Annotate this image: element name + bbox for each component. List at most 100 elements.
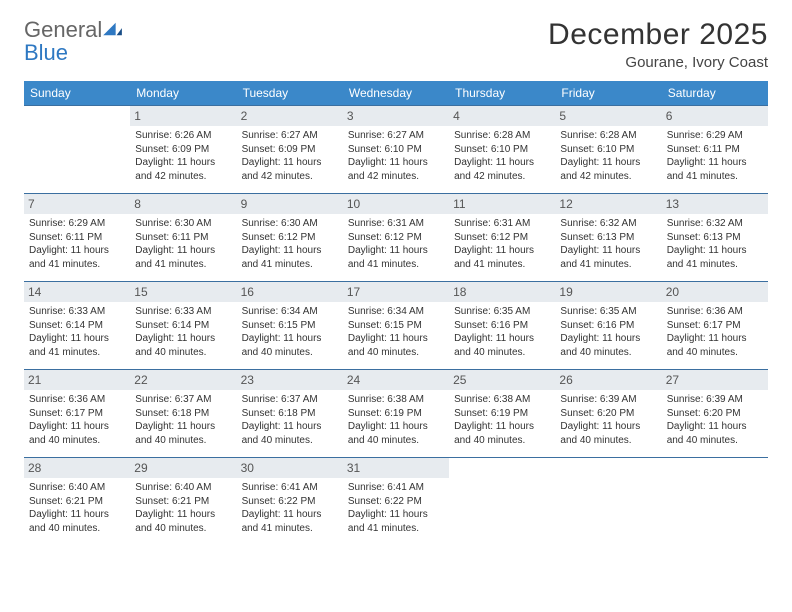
day-info: Sunrise: 6:39 AMSunset: 6:20 PMDaylight:… bbox=[666, 393, 764, 447]
day-info: Sunrise: 6:40 AMSunset: 6:21 PMDaylight:… bbox=[28, 481, 126, 535]
day-number: 20 bbox=[662, 282, 768, 302]
day-info: Sunrise: 6:30 AMSunset: 6:12 PMDaylight:… bbox=[241, 217, 339, 271]
day-cell: 31Sunrise: 6:41 AMSunset: 6:22 PMDayligh… bbox=[343, 458, 449, 546]
day-number: 5 bbox=[555, 106, 661, 126]
day-info: Sunrise: 6:33 AMSunset: 6:14 PMDaylight:… bbox=[134, 305, 232, 359]
day-number: 23 bbox=[237, 370, 343, 390]
day-number: 7 bbox=[24, 194, 130, 214]
day-header: Saturday bbox=[662, 81, 768, 106]
day-cell: 10Sunrise: 6:31 AMSunset: 6:12 PMDayligh… bbox=[343, 194, 449, 282]
day-info: Sunrise: 6:27 AMSunset: 6:09 PMDaylight:… bbox=[241, 129, 339, 183]
day-cell: 8 Sunrise: 6:30 AMSunset: 6:11 PMDaylight… bbox=[130, 194, 236, 282]
day-info: Sunrise: 6:28 AMSunset: 6:10 PMDaylight:… bbox=[453, 129, 551, 183]
title-block: December 2025 Gourane, Ivory Coast bbox=[548, 18, 768, 71]
day-cell: 22Sunrise: 6:37 AMSunset: 6:18 PMDayligh… bbox=[130, 370, 236, 458]
day-cell: 28 Sunrise: 6:40 AMSunset: 6:21 PMDayligh… bbox=[24, 458, 130, 546]
day-info: Sunrise: 6:41 AMSunset: 6:22 PMDaylight:… bbox=[347, 481, 445, 535]
day-number: 4 bbox=[449, 106, 555, 126]
day-info: Sunrise: 6:26 AMSunset: 6:09 PMDaylight:… bbox=[134, 129, 232, 183]
day-number: 17 bbox=[343, 282, 449, 302]
day-number: 21 bbox=[24, 370, 130, 390]
day-number: 15 bbox=[130, 282, 236, 302]
day-cell: 13Sunrise: 6:32 AMSunset: 6:13 PMDayligh… bbox=[662, 194, 768, 282]
month-title: December 2025 bbox=[548, 18, 768, 52]
day-header: Wednesday bbox=[343, 81, 449, 106]
week-row: 7 Sunrise: 6:29 AMSunset: 6:11 PMDaylight… bbox=[24, 194, 768, 282]
day-number: 11 bbox=[449, 194, 555, 214]
day-header: Tuesday bbox=[237, 81, 343, 106]
day-number: 28 bbox=[24, 458, 130, 478]
week-row: 21 Sunrise: 6:36 AMSunset: 6:17 PMDayligh… bbox=[24, 370, 768, 458]
day-info: Sunrise: 6:34 AMSunset: 6:15 PMDaylight:… bbox=[241, 305, 339, 359]
day-info: Sunrise: 6:38 AMSunset: 6:19 PMDaylight:… bbox=[453, 393, 551, 447]
day-cell: 30 Sunrise: 6:41 AMSunset: 6:22 PMDayligh… bbox=[237, 458, 343, 546]
day-info: Sunrise: 6:36 AMSunset: 6:17 PMDaylight:… bbox=[28, 393, 126, 447]
day-cell: 24 Sunrise: 6:38 AMSunset: 6:19 PMDayligh… bbox=[343, 370, 449, 458]
day-cell: 20 Sunrise: 6:36 AMSunset: 6:17 PMDayligh… bbox=[662, 282, 768, 370]
day-number: 14 bbox=[24, 282, 130, 302]
day-number: 3 bbox=[343, 106, 449, 126]
day-number: 19 bbox=[555, 282, 661, 302]
day-cell: 5Sunrise: 6:28 AMSunset: 6:10 PMDaylight… bbox=[555, 106, 661, 194]
day-number: 12 bbox=[555, 194, 661, 214]
day-info: Sunrise: 6:41 AMSunset: 6:22 PMDaylight:… bbox=[241, 481, 339, 535]
day-cell: 7 Sunrise: 6:29 AMSunset: 6:11 PMDaylight… bbox=[24, 194, 130, 282]
day-number: 9 bbox=[237, 194, 343, 214]
day-number: 29 bbox=[130, 458, 236, 478]
day-number: 13 bbox=[662, 194, 768, 214]
day-number: 6 bbox=[662, 106, 768, 126]
day-info: Sunrise: 6:35 AMSunset: 6:16 PMDaylight:… bbox=[559, 305, 657, 359]
logo-icon bbox=[103, 18, 123, 41]
day-info: Sunrise: 6:39 AMSunset: 6:20 PMDaylight:… bbox=[559, 393, 657, 447]
day-info: Sunrise: 6:27 AMSunset: 6:10 PMDaylight:… bbox=[347, 129, 445, 183]
day-number: 18 bbox=[449, 282, 555, 302]
day-info: Sunrise: 6:34 AMSunset: 6:15 PMDaylight:… bbox=[347, 305, 445, 359]
day-cell: 23Sunrise: 6:37 AMSunset: 6:18 PMDayligh… bbox=[237, 370, 343, 458]
calendar-body: 1 Sunrise: 6:26 AMSunset: 6:09 PMDaylight… bbox=[24, 106, 768, 546]
day-number: 16 bbox=[237, 282, 343, 302]
day-number: 27 bbox=[662, 370, 768, 390]
day-cell: 14 Sunrise: 6:33 AMSunset: 6:14 PMDayligh… bbox=[24, 282, 130, 370]
day-cell: 27 Sunrise: 6:39 AMSunset: 6:20 PMDayligh… bbox=[662, 370, 768, 458]
day-cell: 17 Sunrise: 6:34 AMSunset: 6:15 PMDayligh… bbox=[343, 282, 449, 370]
day-number: 2 bbox=[237, 106, 343, 126]
week-row: 14Sunrise: 6:33 AMSunset: 6:14 PMDayligh… bbox=[24, 282, 768, 370]
day-info: Sunrise: 6:36 AMSunset: 6:17 PMDaylight:… bbox=[666, 305, 764, 359]
calendar-table: SundayMondayTuesdayWednesdayThursdayFrid… bbox=[24, 81, 768, 546]
day-cell: 6 Sunrise: 6:29 AMSunset: 6:11 PMDaylight… bbox=[662, 106, 768, 194]
day-cell bbox=[24, 106, 130, 194]
day-number: 30 bbox=[237, 458, 343, 478]
day-cell: 26 Sunrise: 6:39 AMSunset: 6:20 PMDayligh… bbox=[555, 370, 661, 458]
day-cell: 19 Sunrise: 6:35 AMSunset: 6:16 PMDayligh… bbox=[555, 282, 661, 370]
day-info: Sunrise: 6:30 AMSunset: 6:11 PMDaylight:… bbox=[134, 217, 232, 271]
day-info: Sunrise: 6:38 AMSunset: 6:19 PMDaylight:… bbox=[347, 393, 445, 447]
day-cell bbox=[555, 458, 661, 546]
day-cell: 9 Sunrise: 6:30 AMSunset: 6:12 PMDaylight… bbox=[237, 194, 343, 282]
day-info: Sunrise: 6:33 AMSunset: 6:14 PMDaylight:… bbox=[28, 305, 126, 359]
day-info: Sunrise: 6:32 AMSunset: 6:13 PMDaylight:… bbox=[559, 217, 657, 271]
day-number: 24 bbox=[343, 370, 449, 390]
day-info: Sunrise: 6:29 AMSunset: 6:11 PMDaylight:… bbox=[666, 129, 764, 183]
day-cell bbox=[449, 458, 555, 546]
day-number: 25 bbox=[449, 370, 555, 390]
day-header: Friday bbox=[555, 81, 661, 106]
day-cell: 15 Sunrise: 6:33 AMSunset: 6:14 PMDayligh… bbox=[130, 282, 236, 370]
day-cell: 11 Sunrise: 6:31 AMSunset: 6:12 PMDayligh… bbox=[449, 194, 555, 282]
day-cell: 12 Sunrise: 6:32 AMSunset: 6:13 PMDayligh… bbox=[555, 194, 661, 282]
day-number: 1 bbox=[130, 106, 236, 126]
day-cell: 25 Sunrise: 6:38 AMSunset: 6:19 PMDayligh… bbox=[449, 370, 555, 458]
day-number: 26 bbox=[555, 370, 661, 390]
day-cell: 3 Sunrise: 6:27 AMSunset: 6:10 PMDaylight… bbox=[343, 106, 449, 194]
day-number: 8 bbox=[130, 194, 236, 214]
day-number: 10 bbox=[343, 194, 449, 214]
logo-text-blue: Blue bbox=[24, 40, 68, 65]
day-cell: 4 Sunrise: 6:28 AMSunset: 6:10 PMDaylight… bbox=[449, 106, 555, 194]
location: Gourane, Ivory Coast bbox=[548, 54, 768, 71]
day-info: Sunrise: 6:29 AMSunset: 6:11 PMDaylight:… bbox=[28, 217, 126, 271]
day-cell: 2 Sunrise: 6:27 AMSunset: 6:09 PMDaylight… bbox=[237, 106, 343, 194]
week-row: 1 Sunrise: 6:26 AMSunset: 6:09 PMDaylight… bbox=[24, 106, 768, 194]
day-cell: 18Sunrise: 6:35 AMSunset: 6:16 PMDayligh… bbox=[449, 282, 555, 370]
day-info: Sunrise: 6:31 AMSunset: 6:12 PMDaylight:… bbox=[453, 217, 551, 271]
day-header: Thursday bbox=[449, 81, 555, 106]
day-header: Sunday bbox=[24, 81, 130, 106]
